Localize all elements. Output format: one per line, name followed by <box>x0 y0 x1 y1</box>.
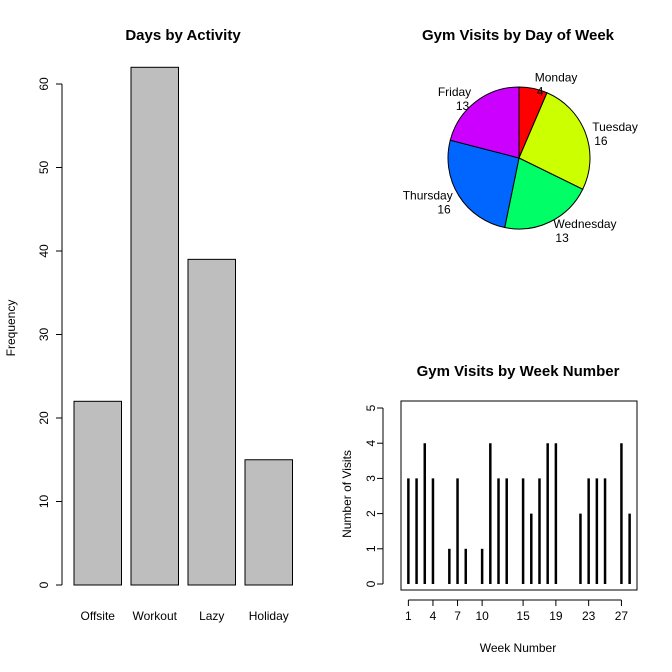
pie-label-monday: Monday 4 <box>535 70 578 98</box>
bar-x-label: Lazy <box>199 609 224 623</box>
bar-x-label: Workout <box>133 609 178 623</box>
bar-y-tick-label: 30 <box>37 328 51 342</box>
week-x-tick-label: 23 <box>582 609 596 623</box>
week-y-tick-label: 1 <box>364 545 378 552</box>
week-y-tick-label: 0 <box>364 580 378 587</box>
week-x-tick-label: 27 <box>615 609 629 623</box>
bar-x-label: Offsite <box>81 609 116 623</box>
pie-label-name: Wednesday <box>553 217 616 231</box>
bar-offsite <box>73 400 122 586</box>
pie-slice-friday <box>449 86 520 159</box>
week-y-tick-label: 4 <box>364 440 378 447</box>
pie-label-name: Monday <box>535 70 578 84</box>
week-x-tick-label: 4 <box>430 609 437 623</box>
bar-y-tick-label: 10 <box>37 495 51 509</box>
bar-chart-days-by-activity: Days by Activity Frequency 0 10 20 30 40 50 60… <box>4 27 293 623</box>
pie-label-friday: Friday 13 <box>438 85 471 113</box>
pie-label-value: 16 <box>437 202 451 216</box>
pie-slice-wednesday <box>504 157 584 230</box>
week-chart-ylabel: Number of Visits <box>340 450 354 538</box>
bar-lazy <box>187 258 236 586</box>
pie-label-value: 4 <box>537 84 544 98</box>
week-x-tick-label: 10 <box>475 609 489 623</box>
pie-label-name: Thursday <box>403 188 453 202</box>
bar-y-tick-label: 50 <box>37 161 51 175</box>
week-chart-title: Gym Visits by Week Number <box>417 363 620 380</box>
pie-label-value: 13 <box>456 99 470 113</box>
week-x-tick-label: 1 <box>405 609 412 623</box>
pie-label-thursday: Thursday 16 <box>403 188 453 216</box>
week-y-tick-label: 2 <box>364 510 378 517</box>
week-chart-x-axis: 1 4 7 10 15 19 23 27 <box>405 599 629 623</box>
pie-label-value: 13 <box>555 231 569 245</box>
bar-x-label: Holiday <box>249 609 289 623</box>
pie-label-name: Friday <box>438 85 471 99</box>
week-chart-plot-box <box>400 400 638 591</box>
bar-chart-bars <box>73 66 293 586</box>
bar-workout <box>130 66 179 586</box>
week-chart-lines <box>407 443 631 584</box>
week-x-tick-label: 15 <box>516 609 530 623</box>
bar-chart-title: Days by Activity <box>125 27 241 44</box>
week-chart-y-axis: 0 1 2 3 4 5 <box>364 404 384 587</box>
week-y-tick-label: 3 <box>364 475 378 482</box>
pie-slice-tuesday <box>518 92 591 190</box>
week-chart-xlabel: Week Number <box>480 641 556 655</box>
pie-label-value: 16 <box>594 134 608 148</box>
bar-chart-x-labels: Offsite Workout Lazy Holiday <box>81 609 289 623</box>
week-x-tick-label: 19 <box>549 609 563 623</box>
line-chart-gym-visits-by-week: Gym Visits by Week Number Week Number Nu… <box>340 363 638 655</box>
pie-chart-title: Gym Visits by Day of Week <box>422 27 615 44</box>
pie-chart-gym-visits-by-day: Gym Visits by Day of Week Monday 4 Tuesday… <box>403 27 638 245</box>
pie-label-name: Tuesday <box>592 120 638 134</box>
bar-y-tick-label: 60 <box>37 77 51 91</box>
week-y-tick-label: 5 <box>364 404 378 411</box>
bar-y-tick-label: 0 <box>37 581 51 588</box>
pie-label-wednesday: Wednesday 13 <box>553 217 616 245</box>
bar-chart-ylabel: Frequency <box>4 300 18 357</box>
bar-holiday <box>244 459 293 586</box>
pie-chart-slices <box>447 86 591 230</box>
bar-chart-y-axis: 0 10 20 30 40 50 60 <box>37 77 63 588</box>
bar-y-tick-label: 20 <box>37 411 51 425</box>
bar-y-tick-label: 40 <box>37 244 51 258</box>
pie-slice-thursday <box>447 139 520 229</box>
week-x-tick-label: 7 <box>454 609 461 623</box>
pie-label-tuesday: Tuesday 16 <box>592 120 638 148</box>
